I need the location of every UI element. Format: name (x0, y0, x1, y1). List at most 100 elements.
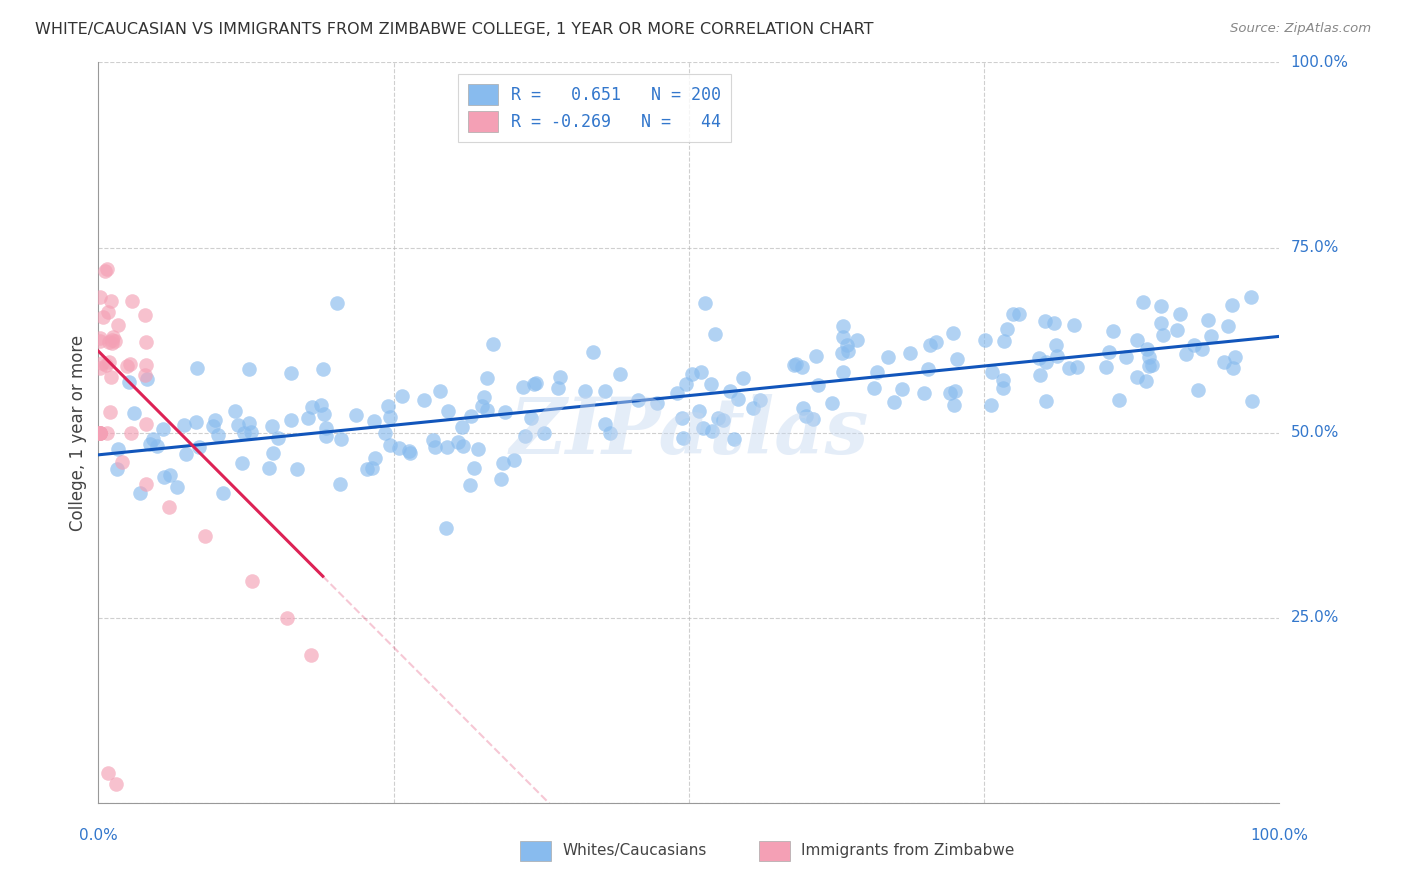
Point (98, 335, 121, 350)
Point (943, 384, 966, 398)
Point (1222, 298, 1244, 312)
Point (260, 419, 283, 434)
Point (645, 395, 668, 409)
Point (831, 346, 853, 360)
Y-axis label: College, 1 year or more: College, 1 year or more (69, 334, 87, 531)
Point (285, 462, 308, 476)
Point (1223, 351, 1246, 365)
Point (1043, 316, 1066, 330)
Point (101, 333, 124, 347)
Point (1187, 384, 1209, 398)
Point (361, 460, 384, 475)
Point (1101, 324, 1123, 338)
Point (153, 470, 176, 484)
Point (491, 456, 513, 470)
Point (240, 425, 263, 440)
Point (89, 290, 111, 304)
Point (96, 358, 118, 372)
Point (980, 398, 1002, 412)
Point (1126, 370, 1149, 384)
Point (993, 334, 1015, 348)
Point (280, 413, 302, 427)
Point (238, 416, 260, 430)
Point (898, 345, 921, 359)
Point (627, 393, 650, 408)
Point (475, 371, 498, 385)
Point (877, 351, 900, 365)
Point (832, 318, 855, 333)
Point (548, 369, 571, 384)
Point (224, 403, 246, 417)
Point (460, 409, 482, 423)
Point (89, 425, 111, 440)
Point (105, 777, 128, 791)
Point (942, 326, 965, 340)
Point (1150, 316, 1173, 330)
Point (1170, 307, 1192, 321)
Point (1059, 360, 1081, 375)
Point (792, 360, 814, 375)
Point (991, 381, 1014, 395)
Point (207, 427, 229, 442)
Point (995, 321, 1018, 335)
Point (422, 433, 444, 447)
Point (267, 430, 290, 444)
Point (344, 409, 367, 423)
Point (665, 385, 688, 400)
Point (702, 425, 724, 439)
Point (134, 308, 156, 322)
Point (524, 376, 547, 391)
Point (1150, 299, 1173, 313)
Point (918, 338, 941, 352)
Point (533, 425, 555, 440)
Point (832, 329, 855, 343)
Point (100, 294, 122, 309)
Point (523, 376, 546, 391)
Point (475, 402, 498, 417)
Point (699, 377, 721, 392)
Point (262, 446, 284, 460)
Point (314, 407, 336, 421)
Point (233, 425, 256, 440)
Point (991, 373, 1014, 387)
Point (1135, 374, 1157, 388)
Point (89, 425, 111, 440)
Point (675, 377, 697, 392)
Point (97, 766, 120, 780)
Point (711, 412, 734, 426)
Point (135, 477, 157, 491)
Point (89, 425, 111, 440)
Point (704, 327, 727, 342)
Point (1240, 290, 1263, 304)
Point (429, 384, 451, 398)
Point (783, 358, 806, 372)
Point (297, 410, 319, 425)
Point (309, 398, 332, 412)
Point (672, 431, 695, 445)
Point (1132, 295, 1154, 310)
Point (467, 442, 489, 457)
Point (1137, 359, 1160, 374)
Point (184, 416, 207, 430)
Point (1035, 355, 1057, 369)
Point (803, 412, 825, 426)
Point (482, 336, 505, 351)
Point (188, 440, 211, 454)
Point (1166, 322, 1188, 336)
Point (582, 345, 605, 359)
Point (741, 401, 763, 415)
Point (166, 480, 188, 494)
Text: 0.0%: 0.0% (79, 828, 118, 843)
Point (391, 389, 413, 403)
Point (1184, 338, 1206, 352)
Point (436, 440, 458, 454)
Point (1098, 345, 1121, 359)
Point (1137, 350, 1160, 364)
Point (1063, 318, 1085, 332)
Point (723, 432, 745, 446)
Point (451, 419, 474, 434)
Point (820, 396, 842, 410)
Point (152, 422, 174, 436)
Point (1241, 394, 1264, 409)
Text: Whites/Caucasians: Whites/Caucasians (562, 844, 707, 858)
